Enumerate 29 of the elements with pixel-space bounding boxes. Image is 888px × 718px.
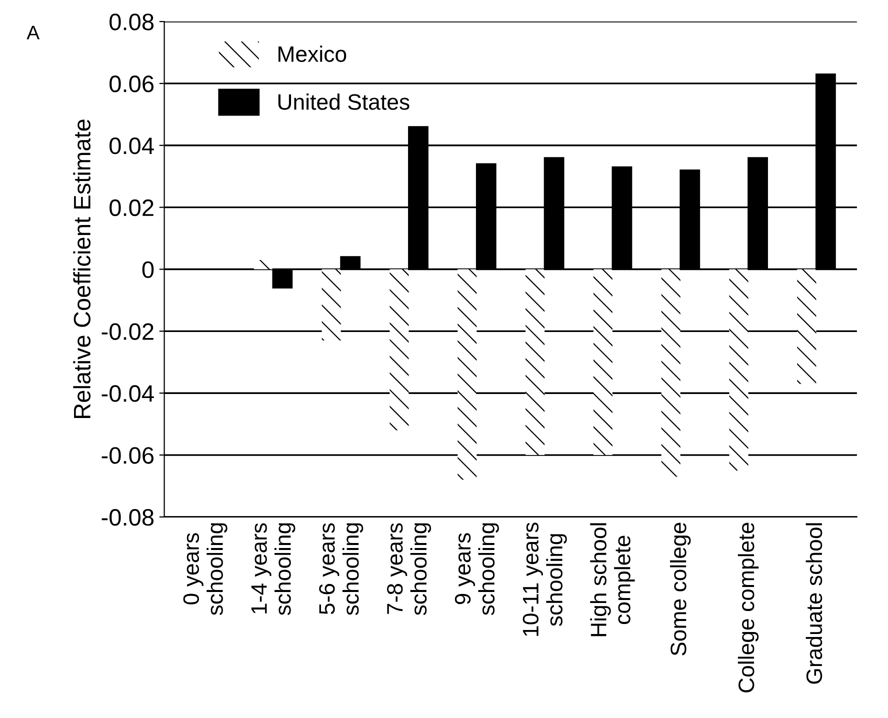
- bar: [458, 269, 477, 480]
- legend-label: Mexico: [278, 46, 346, 62]
- y-tick-label: 0.08: [110, 14, 154, 30]
- x-tick-label: College complete: [738, 522, 759, 692]
- x-tick-label: 9 years schooling: [454, 523, 499, 616]
- y-tick-label: -0.04: [102, 385, 154, 402]
- bar: [797, 269, 816, 384]
- y-tick-label: 0.04: [110, 137, 154, 154]
- y-axis-title: Relative Coefficient Estimate: [73, 120, 91, 418]
- y-tick-label: 0.02: [110, 199, 154, 216]
- y-tick-label: 0.06: [110, 76, 154, 92]
- x-tick-label: 10-11 years schooling: [522, 522, 567, 636]
- bar: [526, 269, 545, 456]
- y-tick-label: -0.08: [102, 509, 154, 526]
- text: A: [26, 26, 40, 40]
- bar: [593, 269, 612, 456]
- x-tick-label: High school complete: [590, 523, 635, 636]
- bar: [390, 269, 409, 430]
- x-tick-label: Graduate school: [806, 523, 822, 684]
- x-tick-label: 0 years schooling: [183, 523, 228, 616]
- x-tick-label: Some college: [670, 522, 691, 656]
- y-tick-label: 0: [142, 261, 154, 278]
- bar: [661, 269, 680, 477]
- bar: [322, 269, 341, 340]
- bar: [254, 260, 273, 270]
- bar: [729, 269, 748, 471]
- y-tick-label: -0.02: [102, 323, 154, 340]
- legend-label: United States: [278, 94, 410, 110]
- y-tick-label: -0.06: [102, 447, 154, 464]
